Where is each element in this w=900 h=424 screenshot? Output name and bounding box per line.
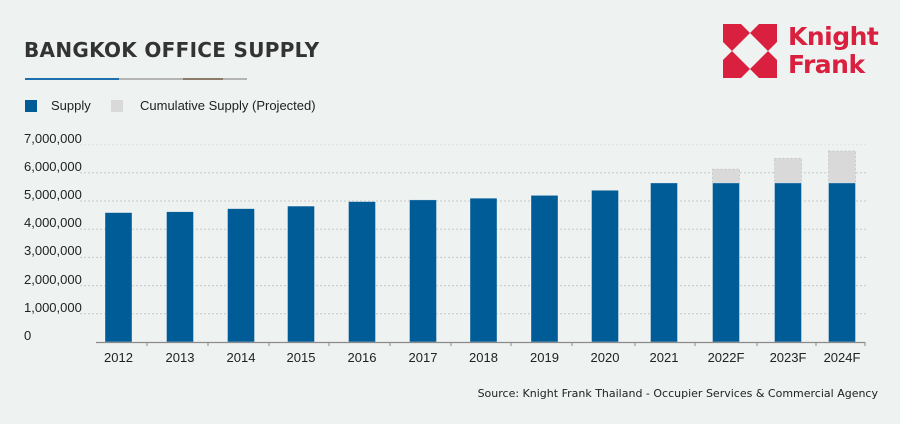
legend-swatch-projected bbox=[111, 100, 123, 112]
legend-swatch-supply bbox=[25, 100, 37, 112]
x-tick-label: 2024F bbox=[823, 350, 861, 365]
x-tick-label: 2023F bbox=[769, 350, 807, 365]
knight-frank-logo-icon bbox=[723, 24, 777, 78]
x-tick-label: 2018 bbox=[469, 350, 498, 365]
legend-label-supply: Supply bbox=[51, 98, 91, 113]
title-underline-gray bbox=[119, 78, 183, 80]
bar-supply-2019 bbox=[530, 195, 559, 343]
y-tick-label: 5,000,000 bbox=[24, 187, 82, 202]
y-tick-label: 3,000,000 bbox=[24, 243, 82, 259]
y-tick-label: 7,000,000 bbox=[24, 130, 82, 146]
y-tick-label: 2,000,000 bbox=[24, 271, 82, 287]
x-tick-label: 2019 bbox=[530, 350, 559, 365]
bar-supply-2017 bbox=[409, 199, 437, 343]
y-tick-label: 6,000,000 bbox=[24, 158, 82, 174]
x-tick-label: 2012 bbox=[104, 350, 133, 365]
bar-supply-2023F bbox=[774, 182, 802, 343]
y-tick-label: 1,000,000 bbox=[24, 299, 82, 315]
chart-title: BANGKOK OFFICE SUPPLY bbox=[24, 38, 320, 62]
bar-supply-2018 bbox=[469, 197, 498, 343]
x-tick-label: 2016 bbox=[347, 350, 377, 365]
bar-projected-2022F bbox=[712, 168, 740, 184]
bar-supply-2013 bbox=[166, 211, 194, 343]
bar-supply-2022F bbox=[712, 182, 740, 343]
logo-text-knight: Knight bbox=[788, 22, 879, 51]
x-tick-label: 2014 bbox=[226, 350, 256, 365]
legend-label-projected: Cumulative Supply (Projected) bbox=[140, 98, 316, 113]
x-tick-label: 2022F bbox=[707, 350, 745, 365]
bar-projected-2023F bbox=[774, 158, 802, 184]
y-tick-label: 4,000,000 bbox=[24, 215, 82, 231]
x-tick-label: 2015 bbox=[286, 350, 316, 365]
bar-supply-2015 bbox=[287, 205, 315, 343]
title-underline-brown bbox=[183, 78, 223, 80]
logo-text-frank: Frank bbox=[788, 50, 865, 79]
bar-supply-2016 bbox=[348, 201, 376, 343]
x-tick-label: 2020 bbox=[590, 350, 620, 365]
bar-supply-2020 bbox=[591, 189, 619, 343]
bar-supply-2014 bbox=[227, 208, 255, 343]
bar-supply-2021 bbox=[650, 182, 678, 343]
title-underline-gray-end bbox=[223, 78, 247, 80]
x-tick-label: 2013 bbox=[165, 350, 195, 365]
bar-projected-2024F bbox=[828, 150, 856, 184]
bar-supply-2024F bbox=[828, 182, 856, 343]
title-underline-blue bbox=[25, 78, 119, 80]
source-note: Source: Knight Frank Thailand - Occupier… bbox=[477, 387, 878, 400]
bar-supply-2012 bbox=[104, 212, 133, 343]
y-tick-label: 0 bbox=[24, 328, 32, 343]
x-tick-label: 2021 bbox=[649, 350, 679, 365]
x-tick-label: 2017 bbox=[408, 350, 438, 365]
